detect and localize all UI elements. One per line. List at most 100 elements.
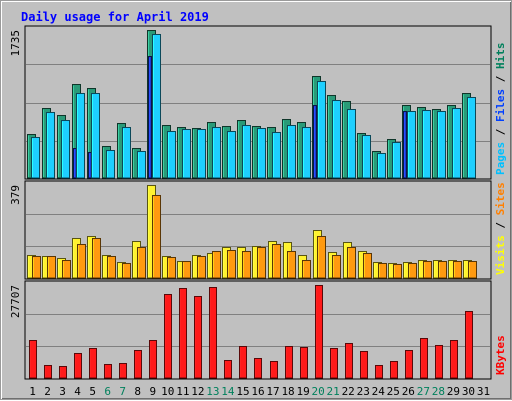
bar-pages-day-29 bbox=[452, 108, 461, 179]
x-tick-label-day-8: 8 bbox=[134, 385, 141, 398]
x-tick-label-day-22: 22 bbox=[342, 385, 355, 398]
bar-pages-day-14 bbox=[227, 131, 236, 179]
bar-sites-day-30 bbox=[468, 261, 477, 279]
bar-pages-day-9-face bbox=[152, 34, 161, 179]
bar-sites-day-21 bbox=[332, 255, 341, 279]
bar-pages-day-8 bbox=[137, 151, 146, 179]
bar-sites-day-27-face bbox=[423, 261, 432, 279]
bar-sites-day-4-face bbox=[77, 244, 86, 279]
bar-sites-day-18 bbox=[287, 251, 296, 279]
bar-kbytes-day-18-face bbox=[285, 346, 293, 379]
x-tick-label-day-14: 14 bbox=[221, 385, 235, 398]
x-axis-labels: 1 2 3 4 5 6 7 8 9 10 11 12 13 14 15 16 17 18 19 20 21 22 23 24 2… bbox=[29, 385, 490, 398]
bar-kbytes-day-24 bbox=[375, 365, 383, 379]
bar-pages-day-5 bbox=[91, 93, 100, 179]
bar-sites-day-14 bbox=[227, 250, 236, 279]
bar-kbytes-day-11 bbox=[179, 288, 187, 379]
legend-files: Files bbox=[494, 89, 507, 122]
bar-kbytes-day-7-face bbox=[119, 363, 127, 379]
bar-sites-day-26 bbox=[408, 263, 417, 279]
legend-kbytes: KBytes bbox=[494, 335, 507, 375]
bar-kbytes-day-21-face bbox=[330, 348, 338, 379]
bar-kbytes-day-4 bbox=[74, 353, 82, 379]
bar-pages-day-20-face bbox=[317, 81, 326, 179]
bar-sites-day-9-face bbox=[152, 195, 161, 279]
bar-sites-day-22-face bbox=[347, 247, 356, 279]
bar-sites-day-19-face bbox=[302, 260, 311, 279]
bar-sites-day-21-face bbox=[332, 255, 341, 279]
bar-sites-day-20 bbox=[317, 236, 326, 279]
bar-kbytes-day-5 bbox=[89, 348, 97, 379]
bar-kbytes-day-17-face bbox=[270, 361, 278, 379]
bar-pages-day-4-face bbox=[76, 93, 85, 179]
bar-sites-day-9 bbox=[152, 195, 161, 279]
bar-sites-day-26-face bbox=[408, 263, 417, 279]
x-tick-label-day-29: 29 bbox=[447, 385, 460, 398]
legend-sites: Sites bbox=[494, 182, 507, 215]
bar-kbytes-day-10 bbox=[164, 294, 172, 379]
bar-sites-day-8-face bbox=[137, 247, 146, 279]
bar-pages-day-1-face bbox=[31, 137, 40, 179]
bar-sites-day-7 bbox=[122, 263, 131, 279]
x-tick-label-day-1: 1 bbox=[29, 385, 36, 398]
bar-pages-day-26 bbox=[407, 111, 416, 179]
bar-sites-day-10 bbox=[167, 257, 176, 279]
bar-kbytes-day-30-face bbox=[465, 311, 473, 379]
x-tick-label-day-25: 25 bbox=[387, 385, 400, 398]
bar-sites-day-30-face bbox=[468, 261, 477, 279]
bar-kbytes-day-18 bbox=[285, 346, 293, 379]
bar-kbytes-day-22 bbox=[345, 343, 353, 379]
bar-sites-day-16-face bbox=[257, 247, 266, 279]
bar-pages-day-9 bbox=[152, 34, 161, 179]
x-tick-label-day-11: 11 bbox=[176, 385, 189, 398]
bar-pages-day-27 bbox=[422, 110, 431, 179]
bar-kbytes-day-30 bbox=[465, 311, 473, 379]
bar-sites-day-12 bbox=[197, 256, 206, 279]
bar-kbytes-day-19-face bbox=[300, 347, 308, 379]
bar-pages-day-24-face bbox=[377, 153, 386, 179]
legend-visits: Visits bbox=[494, 235, 507, 275]
legend: Visits / Sites bbox=[494, 182, 507, 275]
bar-pages-day-15-face bbox=[242, 125, 251, 179]
bar-pages-day-12 bbox=[197, 129, 206, 179]
bar-kbytes-day-20-face bbox=[315, 285, 323, 379]
x-tick-label-day-17: 17 bbox=[266, 385, 279, 398]
bar-pages-day-18 bbox=[287, 125, 296, 179]
x-tick-label-day-15: 15 bbox=[236, 385, 249, 398]
x-tick-label-day-6: 6 bbox=[104, 385, 111, 398]
bar-sites-day-8 bbox=[137, 247, 146, 279]
bar-files-day-9 bbox=[148, 56, 152, 179]
bar-files-day-26 bbox=[403, 111, 407, 179]
chart-title: Daily usage for April 2019 bbox=[21, 10, 209, 24]
bars-kbytes bbox=[29, 285, 473, 379]
bar-kbytes-day-11-face bbox=[179, 288, 187, 379]
bar-files-day-20 bbox=[313, 105, 317, 179]
bar-sites-day-3-face bbox=[62, 260, 71, 279]
bar-kbytes-day-9-face bbox=[149, 340, 157, 379]
bar-kbytes-day-6 bbox=[104, 364, 112, 379]
bar-pages-day-16 bbox=[257, 128, 266, 179]
bar-kbytes-day-23 bbox=[360, 351, 368, 379]
bar-kbytes-day-2-face bbox=[44, 365, 52, 379]
bar-sites-day-29 bbox=[453, 261, 462, 279]
bar-pages-day-20 bbox=[317, 81, 326, 179]
bar-pages-day-5-face bbox=[91, 93, 100, 179]
bar-sites-day-6 bbox=[107, 256, 116, 279]
bar-kbytes-day-15-face bbox=[239, 346, 247, 379]
x-tick-label-day-23: 23 bbox=[357, 385, 370, 398]
bar-sites-day-6-face bbox=[107, 256, 116, 279]
bars-visits-sites bbox=[27, 185, 477, 279]
bar-kbytes-day-25-face bbox=[390, 361, 398, 379]
x-tick-label-day-27: 27 bbox=[417, 385, 430, 398]
bar-kbytes-day-7 bbox=[119, 363, 127, 379]
bar-sites-day-20-face bbox=[317, 236, 326, 279]
bar-sites-day-11-face bbox=[182, 261, 191, 279]
bar-pages-day-8-face bbox=[137, 151, 146, 179]
panel-pages-files-hits: 1735 Pages / Files / Hits bbox=[9, 25, 507, 180]
bar-kbytes-day-22-face bbox=[345, 343, 353, 379]
bar-sites-day-13-face bbox=[212, 251, 221, 279]
bar-sites-day-14-face bbox=[227, 250, 236, 279]
bar-pages-day-3 bbox=[61, 120, 70, 179]
bar-kbytes-day-9 bbox=[149, 340, 157, 379]
bar-pages-day-17 bbox=[272, 132, 281, 179]
